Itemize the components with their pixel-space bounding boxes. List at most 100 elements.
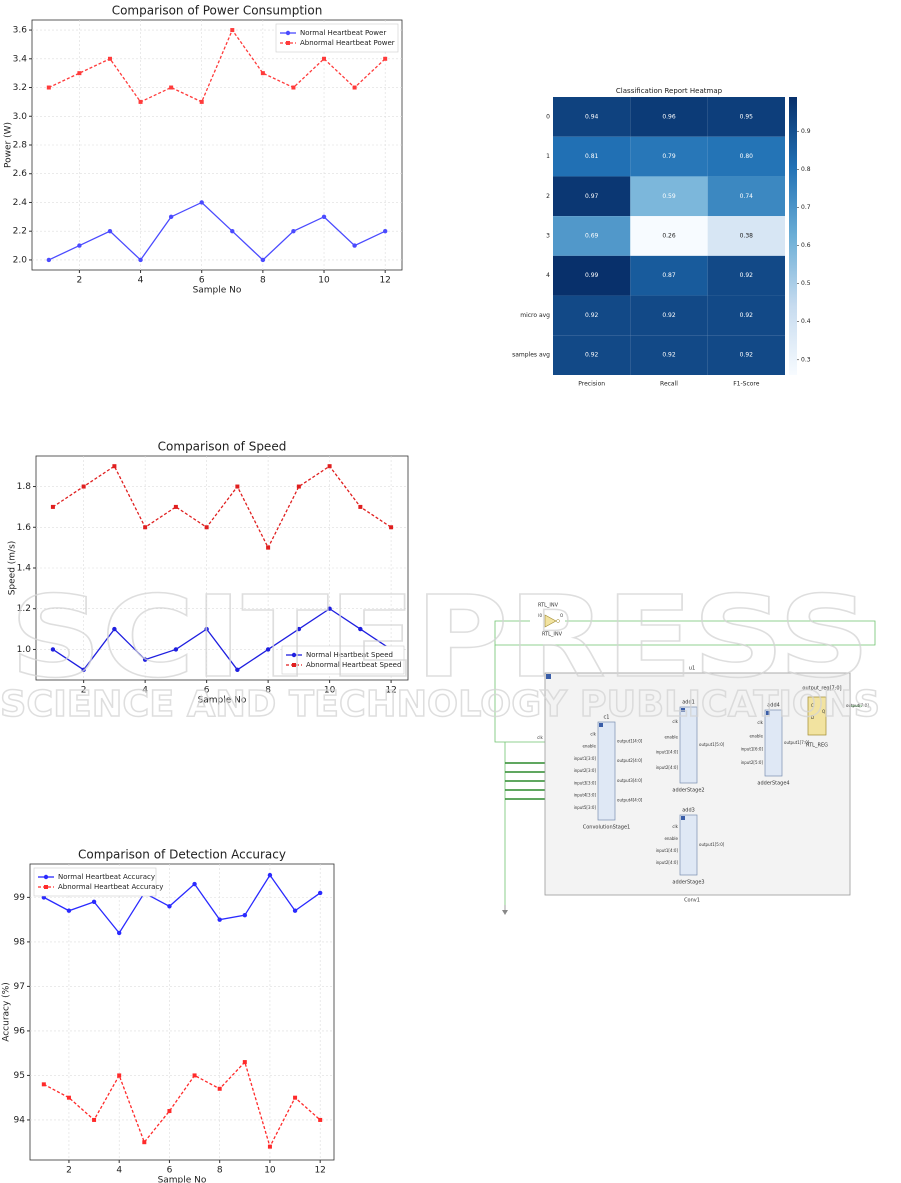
- heatmap-cell: [630, 295, 708, 336]
- register-pin: C: [811, 703, 814, 708]
- cell-label: 0.94: [585, 113, 599, 120]
- line-chart: 1.0 1.2 1.4 1.6 1.8 2 4 6 8 10 12 Comparison of Spe…: [8, 440, 409, 706]
- input-port: input5[3:0]: [574, 805, 597, 810]
- block-icon: [681, 708, 685, 712]
- data-point: [112, 464, 117, 469]
- chart-title: Comparison of Detection Accuracy: [78, 848, 286, 862]
- heatmap-cell: [630, 136, 708, 177]
- cell-label: 0.80: [740, 153, 754, 160]
- block-box: [764, 709, 783, 777]
- register-name: output_reg[7:0]: [802, 686, 841, 692]
- output-port: output4[4:0]: [617, 797, 643, 802]
- inverter-bubble: [556, 619, 560, 623]
- output-port-label: output[7:0]: [846, 703, 869, 708]
- x-axis-label: Sample No: [158, 1176, 207, 1183]
- data-point: [230, 28, 235, 33]
- watermark: SCITEPRESS SCIENCE AND TECHNOLOGY PUBLIC…: [0, 572, 881, 726]
- input-port: clk: [672, 719, 678, 724]
- block-type: ConvolutionStage1: [583, 825, 631, 831]
- data-point: [322, 56, 327, 61]
- data-point: [358, 626, 363, 632]
- x-tick-label: 2: [77, 276, 83, 286]
- charts: 2.02.22.42.62.83.03.23.43.62 4 6 8 10 12Compa…: [2, 4, 811, 1183]
- block-name: add4: [767, 703, 780, 709]
- x-tick-label: 6: [199, 276, 205, 286]
- column-label: Precision: [578, 381, 605, 388]
- x-tick-label: 2: [66, 1166, 72, 1176]
- data-point: [352, 243, 357, 248]
- row-label: micro avg: [520, 312, 550, 319]
- data-point: [235, 667, 240, 673]
- data-point: [260, 71, 265, 76]
- heatmap-cell: [707, 216, 785, 256]
- line-chart: 2.0 2.2 2.4 2.6 2.8 3.0 3.2 3.4 3.6 2 4 6 8 10 12 Compa…: [4, 4, 403, 296]
- series-line: [43, 1060, 321, 1149]
- inverter-in: I0: [538, 613, 542, 618]
- legend-marker: [44, 885, 48, 889]
- data-point: [265, 647, 271, 652]
- y-tick-label: 3.0: [13, 112, 28, 122]
- heatmap-cell: [630, 176, 708, 217]
- y-tick-label: 1.0: [17, 645, 32, 655]
- output-port: output1[4:0]: [617, 739, 643, 744]
- data-point: [92, 1117, 97, 1122]
- module: u1 Conv1: [544, 666, 851, 904]
- block-icon: [766, 711, 770, 715]
- input-port: clk: [672, 824, 678, 829]
- x-tick-label: 2: [81, 686, 87, 696]
- y-tick-label: 96: [14, 1026, 26, 1036]
- block: add1 adderStage2 clk enable input1[4:0] input…: [656, 700, 725, 794]
- register-box: [807, 696, 827, 736]
- heatmap-cell: [707, 255, 785, 296]
- data-point: [138, 99, 143, 104]
- data-point: [217, 917, 222, 922]
- input-port: clk: [757, 720, 763, 725]
- input-port: input1[3:0]: [574, 756, 597, 761]
- data-point: [50, 647, 56, 652]
- legend-label: Normal Heartbeat Accuracy: [58, 873, 155, 881]
- series-line: [48, 28, 386, 103]
- data-point: [46, 257, 52, 263]
- data-point: [77, 71, 82, 76]
- cell-label: 0.74: [740, 193, 754, 200]
- input-port: input2[3:0]: [574, 768, 597, 773]
- data-point: [138, 257, 143, 263]
- cell-label: 0.92: [740, 352, 754, 359]
- module-name: u1: [689, 666, 695, 672]
- input-port: input2[4:0]: [656, 860, 679, 865]
- heatmap-cell: [707, 335, 785, 375]
- y-axis-label: Accuracy (%): [2, 982, 12, 1042]
- input-port: input1[6:0]: [741, 747, 764, 752]
- heatmap-cell: [553, 335, 631, 375]
- heatmap-cell: [630, 97, 708, 137]
- data-point: [291, 229, 296, 234]
- output-port: output2[4:0]: [617, 758, 643, 763]
- heatmap-cell: [553, 97, 631, 137]
- module-type: Conv1: [684, 898, 700, 904]
- row-label: 4: [546, 272, 550, 279]
- colorbar-tick-label: 0.9: [801, 128, 811, 135]
- data-point: [168, 214, 174, 220]
- block: add3 adderStage3 clk enable input1[4:0] input…: [656, 808, 725, 886]
- x-tick-label: 8: [260, 276, 266, 286]
- cell-label: 0.99: [585, 272, 599, 279]
- x-tick-label: 10: [264, 1166, 276, 1176]
- data-point: [293, 1095, 298, 1100]
- x-tick-label: 12: [314, 1166, 325, 1176]
- input-port: enable: [664, 836, 678, 841]
- legend-marker: [43, 874, 49, 880]
- legend-box: [33, 867, 157, 897]
- x-tick-label: 6: [167, 1166, 173, 1176]
- data-point: [167, 1109, 172, 1114]
- data-point: [296, 484, 301, 489]
- register-pin: D: [811, 715, 814, 720]
- data-point: [91, 899, 97, 905]
- x-tick-label: 12: [379, 276, 390, 286]
- data-point: [173, 504, 178, 509]
- output-port: output1[7:0]: [784, 740, 810, 745]
- cell-label: 0.92: [740, 312, 754, 319]
- data-point: [291, 85, 296, 90]
- block-box: [597, 721, 616, 821]
- legend-label: Normal Heartbeat Speed: [306, 651, 393, 659]
- colorbar: [789, 97, 797, 375]
